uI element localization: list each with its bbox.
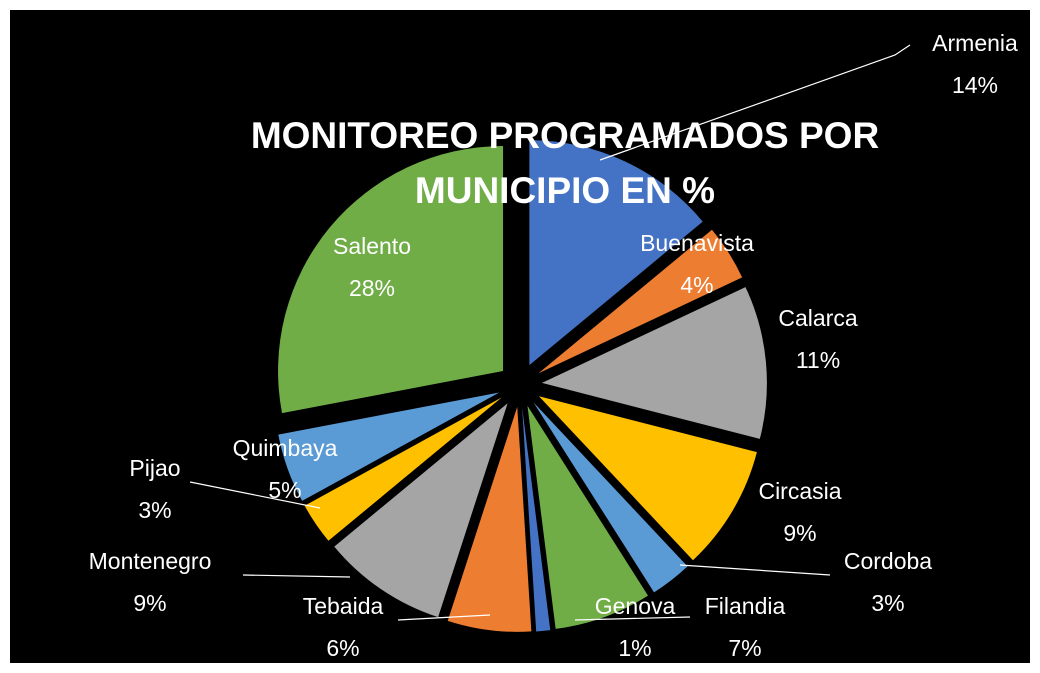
pie-slice: [529, 140, 703, 366]
pie-slice: [522, 406, 551, 632]
pie-slice: [278, 145, 504, 414]
data-label: 3%: [871, 590, 904, 616]
data-label: 3%: [138, 497, 171, 523]
chart-title: MONITOREO PROGRAMADOS POR MUNICIPIO EN %: [251, 115, 879, 211]
pie-slice: [278, 392, 500, 501]
leader-line: [189, 481, 321, 509]
data-label: 9%: [783, 520, 816, 546]
leader-line: [679, 564, 831, 576]
title-line: MUNICIPIO EN %: [415, 170, 715, 211]
pie-slice: [334, 403, 508, 618]
category-label: Buenavista: [640, 230, 754, 256]
data-label: 14%: [952, 72, 998, 98]
category-label: Cordoba: [844, 548, 932, 574]
category-label: Filandia: [705, 593, 786, 619]
leader-lines: [189, 44, 911, 621]
data-label: 5%: [268, 477, 301, 503]
category-label: Quimbaya: [233, 435, 338, 461]
category-label: Circasia: [758, 478, 841, 504]
pie-slice: [304, 397, 502, 541]
leader-line: [574, 616, 691, 621]
category-label: Genova: [595, 593, 676, 619]
data-label: 7%: [728, 635, 761, 661]
pie-slice: [533, 402, 688, 593]
pie-slice: [538, 229, 743, 374]
data-label: 6%: [326, 635, 359, 661]
data-label: 1%: [618, 635, 651, 661]
category-label: Montenegro: [89, 548, 212, 574]
data-label: 11%: [796, 347, 840, 373]
data-label: 28%: [349, 275, 395, 301]
pie-slice: [538, 396, 757, 561]
category-label: Tebaida: [303, 593, 384, 619]
category-label: Pijao: [129, 455, 180, 481]
pie-slice: [447, 406, 532, 632]
leader-line: [599, 44, 911, 161]
category-label: Calarca: [778, 305, 857, 331]
data-label: 4%: [680, 272, 713, 298]
category-label: Armenia: [932, 30, 1018, 56]
pie-slice: [527, 405, 649, 629]
title-line: MONITOREO PROGRAMADOS POR: [251, 115, 879, 156]
slices: [278, 140, 767, 632]
leader-line: [397, 614, 491, 621]
category-label: Salento: [333, 233, 411, 259]
data-label: 9%: [133, 590, 166, 616]
pie-slice: [541, 287, 767, 439]
leader-line: [242, 574, 351, 578]
